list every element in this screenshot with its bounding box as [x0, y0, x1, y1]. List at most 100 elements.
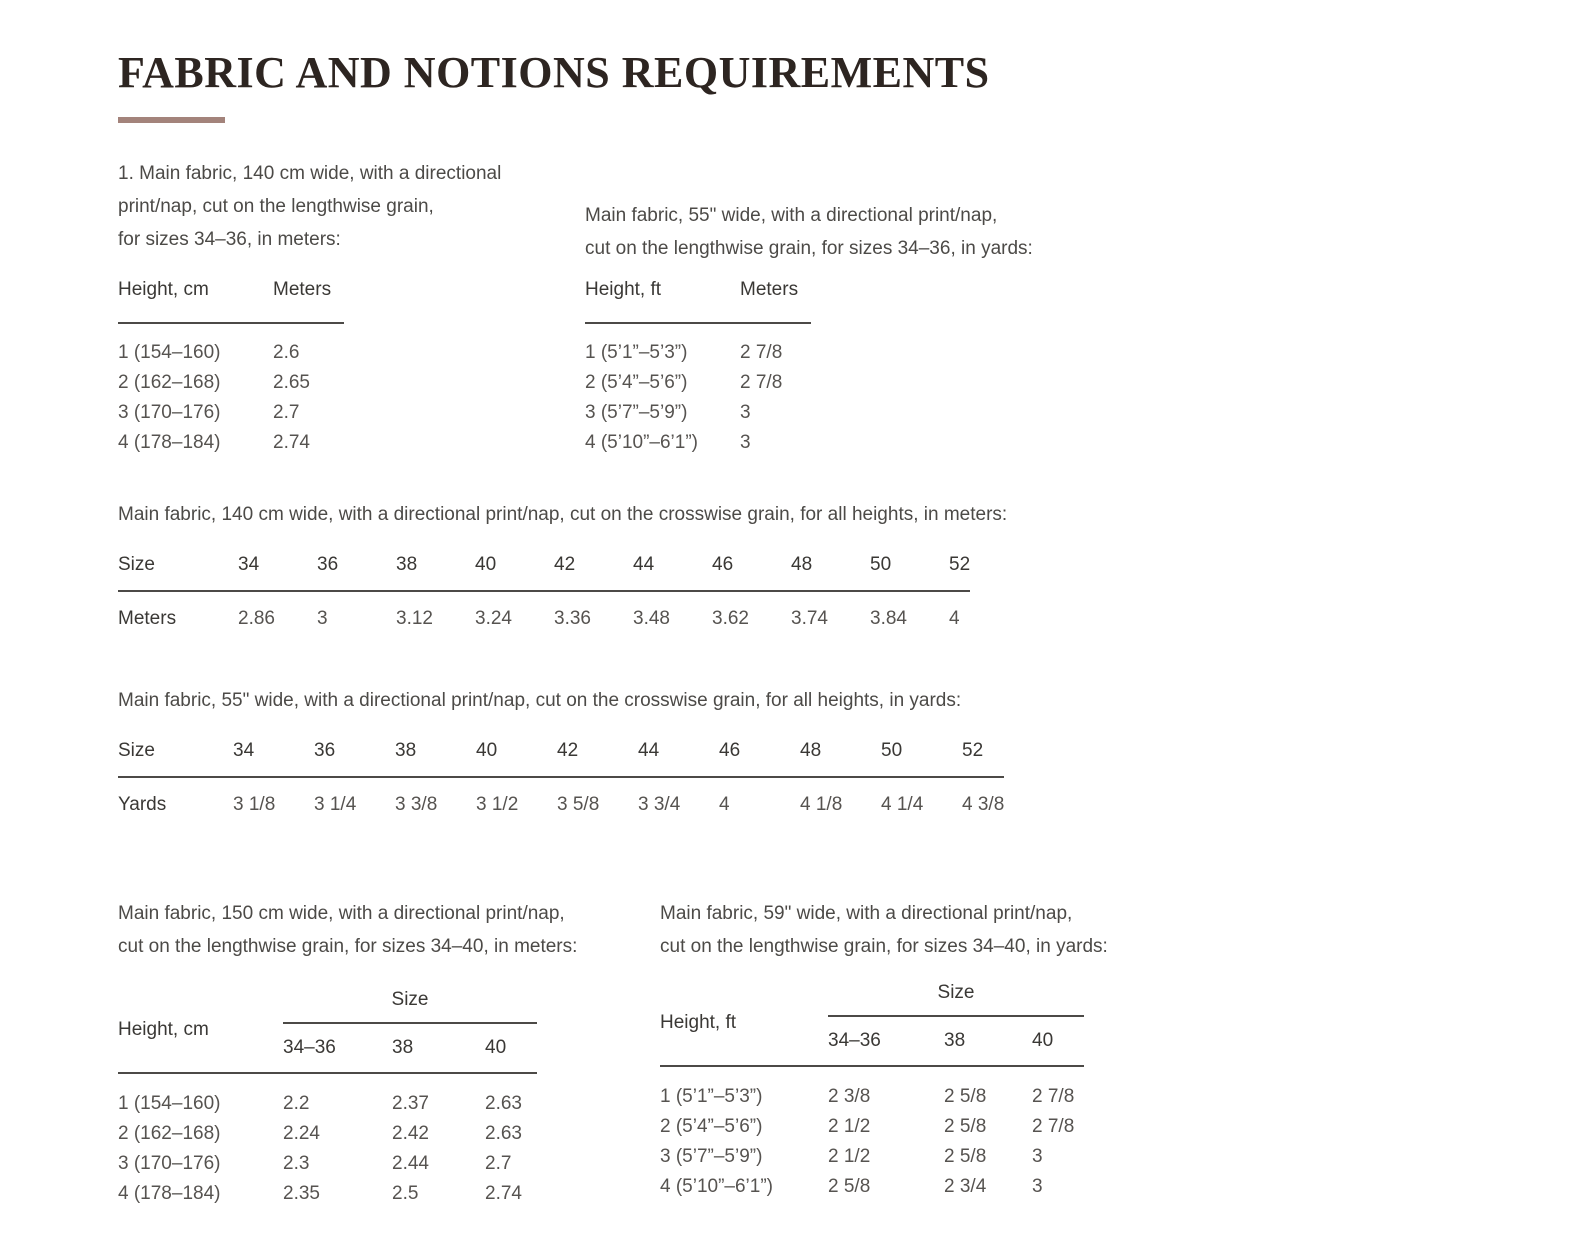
data-cell: 2 7/8 [1032, 1065, 1084, 1112]
table-crosswise-yards: Size 34 36 38 40 42 44 46 48 50 52 Yards 3 1/8 3 1/4… [118, 739, 1005, 817]
header-cell: 34 [238, 553, 317, 592]
data-cell: 3 (170–176) [118, 1153, 221, 1174]
header-cell: 46 [712, 553, 791, 592]
data-cell: 2 5/8 [828, 1176, 871, 1197]
intro-crosswise-yards: Main fabric, 55" wide, with a directiona… [118, 690, 962, 711]
data-cell: 2.86 [238, 608, 275, 629]
table-row: Meters 2.86 3 3.12 3.24 3.36 3.48 3.62 3.74 3.84 4 [118, 591, 970, 631]
table-row: 4 (178–184) 2.35 2.5 2.74 [118, 1179, 537, 1209]
intro-150cm-metric: Main fabric, 150 cm wide, with a directi… [118, 903, 578, 957]
row-label-cell: Yards [118, 794, 167, 815]
corner-header-cell: Height, ft [660, 1012, 737, 1033]
intro-59in-yards: Main fabric, 59" wide, with a directiona… [660, 903, 1108, 957]
table-row: 3 (5’7”–5’9”) 3 [585, 398, 811, 428]
data-cell: 2.3 [283, 1153, 310, 1174]
data-cell: 3.24 [475, 608, 512, 629]
header-cell: 42 [557, 739, 638, 778]
data-cell: 2 3/4 [944, 1176, 987, 1197]
header-cell: 38 [944, 1030, 966, 1051]
data-cell: 3 (170–176) [118, 402, 221, 423]
intro-lengthwise-yards: Main fabric, 55" wide, with a directiona… [585, 205, 1033, 259]
data-cell: 2.5 [392, 1183, 419, 1204]
data-cell: 4 [719, 794, 730, 815]
table-row: 4 (5’10”–6’1”) 2 5/8 2 3/4 3 [660, 1172, 1084, 1202]
data-cell: 2.24 [283, 1123, 320, 1144]
group-header-cell: Size [283, 988, 537, 1024]
data-cell: 2.7 [273, 402, 300, 423]
data-cell: 4 1/8 [800, 794, 843, 815]
corner-header-cell: Height, cm [118, 1019, 209, 1040]
header-cell: Meters [273, 278, 344, 324]
header-cell: 40 [476, 739, 557, 778]
data-cell: 3 [740, 402, 751, 423]
header-cell: 44 [633, 553, 712, 592]
header-row: Height, cm Size [118, 988, 537, 1040]
data-cell: 4 [949, 608, 960, 629]
table-row: 1 (5’1”–5’3”) 2 7/8 [585, 323, 811, 368]
table-row: 2 (162–168) 2.65 [118, 368, 344, 398]
data-cell: 2.74 [485, 1183, 522, 1204]
data-cell: 4 (178–184) [118, 432, 221, 453]
table-row: 4 (5’10”–6’1”) 3 [585, 428, 811, 458]
data-cell: 3.36 [554, 608, 591, 629]
data-cell: 2 (162–168) [118, 372, 221, 393]
table-lengthwise-metric: Height, cm Meters 1 (154–160) 2.6 2 (162–1… [118, 278, 344, 458]
data-cell: 2.63 [485, 1123, 522, 1144]
header-cell: 34 [233, 739, 314, 778]
table-row: 4 (178–184) 2.74 [118, 428, 344, 458]
header-cell: Height, ft [585, 278, 740, 324]
data-cell: 4 (5’10”–6’1”) [585, 432, 698, 453]
data-cell: 3 [740, 432, 751, 453]
table-row: Yards 3 1/8 3 1/4 3 3/8 3 1/2 3 5/8 3 3/4 4 4 1/… [118, 777, 1004, 817]
header-cell: 52 [949, 553, 971, 592]
data-cell: 2 1/2 [828, 1116, 871, 1137]
data-cell: 2 3/8 [828, 1065, 944, 1112]
data-cell: 3 [317, 608, 328, 629]
table-row: 1 (154–160) 2.6 [118, 323, 344, 368]
data-cell: 2.35 [283, 1183, 320, 1204]
table-row: 3 (5’7”–5’9”) 2 1/2 2 5/8 3 [660, 1142, 1084, 1172]
header-cell: 40 [475, 553, 554, 592]
data-cell: 3.62 [712, 608, 749, 629]
data-cell: 2.7 [485, 1153, 512, 1174]
data-cell: 2.2 [283, 1072, 392, 1119]
header-cell: 40 [485, 1037, 507, 1058]
header-cell: 50 [881, 739, 962, 778]
header-cell: 36 [317, 553, 396, 592]
header-row: Size 34 36 38 40 42 44 46 48 50 52 [118, 739, 1005, 778]
table-row: 3 (170–176) 2.3 2.44 2.7 [118, 1149, 537, 1179]
header-cell: 36 [314, 739, 395, 778]
data-cell: 3 1/2 [476, 794, 519, 815]
data-cell: 3 [1032, 1146, 1043, 1167]
data-cell: 2.63 [485, 1072, 537, 1119]
data-cell: 3 3/4 [638, 794, 681, 815]
data-cell: 1 (5’1”–5’3”) [585, 342, 688, 363]
header-cell: Height, cm [118, 278, 273, 324]
data-cell: 2 7/8 [1032, 1116, 1075, 1137]
data-cell: 2.65 [273, 372, 310, 393]
table-row: 1 (5’1”–5’3”) 2 3/8 2 5/8 2 7/8 [660, 1065, 1084, 1112]
header-cell: 38 [396, 553, 475, 592]
data-cell: 3.12 [396, 608, 433, 629]
data-cell: 3 1/4 [314, 794, 357, 815]
data-cell: 2 (5’4”–5’6”) [660, 1116, 763, 1137]
table-lengthwise-yards: Height, ft Meters 1 (5’1”–5’3”) 2 7/8 2 (5… [585, 278, 811, 458]
header-cell: 48 [791, 553, 870, 592]
title-accent-divider [118, 117, 225, 123]
intro-lengthwise-metric: 1. Main fabric, 140 cm wide, with a dire… [118, 163, 502, 250]
data-cell: 3 3/8 [395, 794, 438, 815]
data-cell: 2 7/8 [740, 372, 783, 393]
data-cell: 3 5/8 [557, 794, 600, 815]
data-cell: 2 5/8 [944, 1146, 987, 1167]
data-cell: 4 1/4 [881, 794, 924, 815]
table-row: 2 (162–168) 2.24 2.42 2.63 [118, 1119, 537, 1149]
row-label-cell: Size [118, 739, 233, 778]
header-cell: 50 [870, 553, 949, 592]
row-label-cell: Meters [118, 608, 177, 629]
data-cell: 1 (5’1”–5’3”) [660, 1065, 828, 1112]
data-cell: 2.6 [273, 342, 300, 363]
data-cell: 2.37 [392, 1072, 485, 1119]
data-cell: 3 (5’7”–5’9”) [660, 1146, 763, 1167]
data-cell: 4 (178–184) [118, 1183, 221, 1204]
